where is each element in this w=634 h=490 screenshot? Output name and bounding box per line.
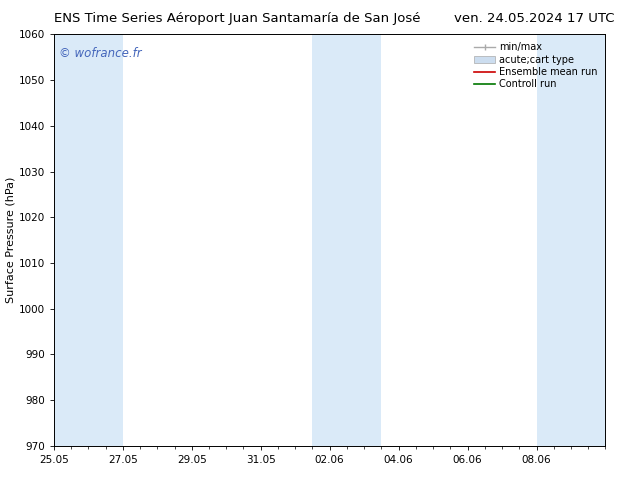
Y-axis label: Surface Pressure (hPa): Surface Pressure (hPa) <box>6 177 16 303</box>
Text: © wofrance.fr: © wofrance.fr <box>60 47 142 60</box>
Bar <box>54 34 123 446</box>
Legend: min/max, acute;cart type, Ensemble mean run, Controll run: min/max, acute;cart type, Ensemble mean … <box>471 39 600 92</box>
Bar <box>536 34 605 446</box>
Text: ENS Time Series Aéroport Juan Santamaría de San José: ENS Time Series Aéroport Juan Santamaría… <box>54 12 420 25</box>
Text: ven. 24.05.2024 17 UTC: ven. 24.05.2024 17 UTC <box>455 12 615 25</box>
Bar <box>313 34 382 446</box>
